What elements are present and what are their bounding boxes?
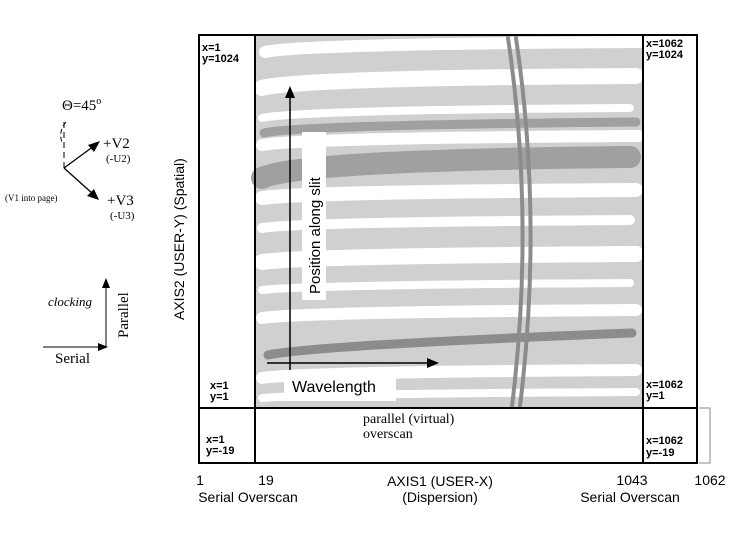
corner-y: y=1 — [210, 391, 229, 403]
parallel-head — [102, 278, 110, 288]
v3-label: +V3 — [107, 193, 134, 209]
corner-y: y=1 — [646, 390, 665, 402]
axis-labels: AXIS2 (USER-Y) (Spatial) 1 19 1043 1062 … — [171, 158, 726, 505]
corner-x: x=1062 — [646, 435, 683, 447]
serial-overscan-right: Serial Overscan — [580, 489, 680, 505]
v3-head — [87, 189, 99, 200]
corner-labels: x=1 y=1024 x=1062 y=1024 x=1 y=1 x=1062 … — [202, 38, 684, 459]
v2-head — [88, 141, 100, 152]
y-axis-label: AXIS2 (USER-Y) (Spatial) — [171, 158, 187, 320]
corner-x: x=1 — [210, 380, 229, 392]
detector-frame — [198, 34, 698, 464]
x-axis-label: AXIS1 (USER-X) — [387, 473, 493, 489]
angle-unit: o — [96, 96, 101, 107]
angle-label: Θ=45o — [62, 96, 101, 114]
overscan-bracket — [699, 407, 711, 464]
overscan-label: parallel (virtual) — [363, 412, 455, 427]
v1-note: (V1 into page) — [5, 193, 57, 203]
slit-label: Position along slit — [307, 176, 324, 294]
angle-arc — [60, 121, 67, 143]
dark-bands — [251, 36, 641, 408]
x-tick-label: 1043 — [616, 472, 647, 488]
serial-label: Serial — [55, 351, 90, 367]
slit-arrow-head — [285, 86, 295, 98]
corner-x: x=1062 — [646, 38, 683, 50]
clocking-label: clocking — [48, 294, 93, 309]
clocking: clocking Parallel Serial — [43, 278, 132, 367]
overscan-label: overscan — [363, 427, 413, 442]
u3-label: (-U3) — [110, 210, 135, 222]
corner-y: y=1024 — [202, 53, 240, 65]
corner-y: y=-19 — [646, 447, 674, 459]
serial-head — [98, 343, 108, 351]
v2-label: +V2 — [103, 136, 130, 152]
corner-y: y=-19 — [206, 445, 234, 457]
x-tick-label: 1062 — [694, 472, 725, 488]
spectral-image: Position along slit Wavelength — [251, 35, 646, 408]
wavelength-label-box — [284, 373, 396, 401]
corner-x: x=1062 — [646, 379, 683, 391]
angle-text: Θ=45 — [62, 98, 96, 114]
corner-x: x=1 — [206, 434, 225, 446]
u2-label: (-U2) — [106, 153, 131, 165]
slit-label-box — [302, 132, 326, 300]
x-tick-label: 1 — [196, 472, 204, 488]
corner-y: y=1024 — [646, 49, 684, 61]
orientation: Θ=45o +V2 (-U2) (V1 into page) +V3 (-U3) — [5, 96, 135, 222]
v2-arrow — [63, 145, 95, 169]
white-bands — [254, 36, 646, 402]
x-axis-sub: (Dispersion) — [402, 489, 477, 505]
wavelength-label: Wavelength — [292, 379, 376, 396]
wavelength-arrow-head — [427, 358, 439, 368]
v3-arrow — [63, 167, 94, 195]
corner-x: x=1 — [202, 42, 221, 54]
parallel-label: Parallel — [116, 292, 132, 338]
serial-overscan-left: Serial Overscan — [198, 489, 298, 505]
x-tick-label: 19 — [258, 472, 274, 488]
